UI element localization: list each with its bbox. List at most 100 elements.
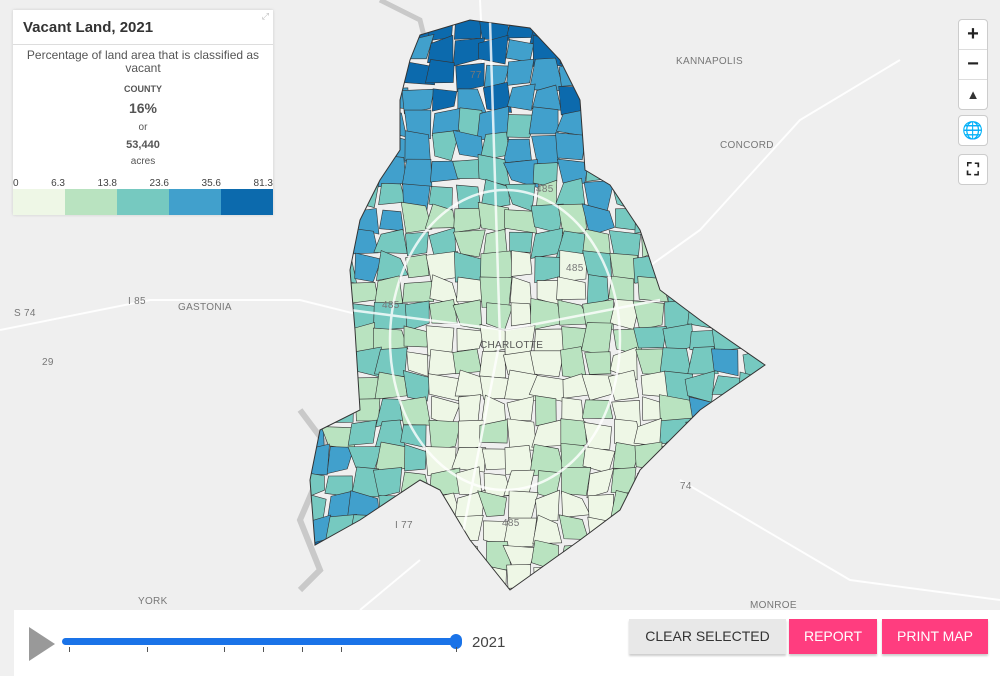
census-tract[interactable] xyxy=(350,160,381,186)
census-tract[interactable] xyxy=(585,40,616,69)
north-arrow-icon[interactable]: ▲ xyxy=(966,87,980,102)
census-tract[interactable] xyxy=(691,11,721,44)
census-tract[interactable] xyxy=(558,57,592,87)
census-tract[interactable] xyxy=(743,418,765,449)
census-tract[interactable] xyxy=(770,254,796,283)
census-tract[interactable] xyxy=(744,34,769,65)
census-tract[interactable] xyxy=(639,154,664,184)
census-tract[interactable] xyxy=(428,541,458,568)
census-tract[interactable] xyxy=(611,544,638,569)
census-tract[interactable] xyxy=(404,300,430,332)
census-tract[interactable] xyxy=(505,592,538,610)
census-tract[interactable] xyxy=(768,466,796,500)
census-tract[interactable] xyxy=(299,354,324,379)
census-tract[interactable] xyxy=(641,518,666,543)
census-tract[interactable] xyxy=(742,470,770,497)
census-tract[interactable] xyxy=(381,64,402,93)
census-tract[interactable] xyxy=(637,276,669,303)
census-tract[interactable] xyxy=(582,299,614,330)
census-tract[interactable] xyxy=(659,441,696,471)
census-tract[interactable] xyxy=(502,517,538,548)
census-tract[interactable] xyxy=(430,160,460,183)
census-tract[interactable] xyxy=(349,565,383,595)
census-tract[interactable] xyxy=(506,83,536,111)
census-tract[interactable] xyxy=(372,467,403,498)
census-tract[interactable] xyxy=(372,537,406,566)
census-tract[interactable] xyxy=(769,13,799,44)
census-tract[interactable] xyxy=(450,515,484,542)
census-tract[interactable] xyxy=(432,88,458,112)
census-tract[interactable] xyxy=(634,563,661,593)
census-tract[interactable] xyxy=(610,490,641,520)
census-tract[interactable] xyxy=(689,158,719,189)
expand-icon[interactable]: ⤢ xyxy=(261,11,269,21)
census-tract[interactable] xyxy=(584,351,612,375)
census-tract[interactable] xyxy=(737,298,769,329)
census-tract[interactable] xyxy=(639,106,669,138)
census-tract[interactable] xyxy=(691,230,719,257)
census-tract[interactable] xyxy=(453,592,487,610)
census-tract[interactable] xyxy=(556,158,589,184)
census-tract[interactable] xyxy=(350,539,380,570)
census-tract[interactable] xyxy=(685,82,719,114)
census-tract[interactable] xyxy=(510,250,533,277)
census-tract[interactable] xyxy=(740,112,771,141)
census-tract[interactable] xyxy=(634,64,663,91)
census-tract[interactable] xyxy=(763,36,796,66)
census-tract[interactable] xyxy=(608,82,636,114)
census-tract[interactable] xyxy=(583,421,612,451)
census-tract[interactable] xyxy=(737,274,770,303)
census-tract[interactable] xyxy=(297,38,327,67)
census-tract[interactable] xyxy=(737,538,773,570)
census-tract[interactable] xyxy=(554,178,586,209)
census-tract[interactable] xyxy=(328,135,356,162)
census-tract[interactable] xyxy=(586,468,614,499)
census-tract[interactable] xyxy=(560,11,586,44)
census-tract[interactable] xyxy=(640,370,669,398)
census-tract[interactable] xyxy=(714,155,746,182)
census-tract[interactable] xyxy=(379,209,404,232)
play-button[interactable] xyxy=(29,627,55,661)
census-tract[interactable] xyxy=(352,591,380,610)
census-tract[interactable] xyxy=(737,255,772,282)
census-tract[interactable] xyxy=(745,326,772,353)
zoom-out-button[interactable]: − xyxy=(959,50,987,80)
census-tract[interactable] xyxy=(633,129,668,161)
census-tract[interactable] xyxy=(326,181,357,211)
census-tract[interactable] xyxy=(304,326,329,354)
census-tract[interactable] xyxy=(533,567,561,591)
census-tract[interactable] xyxy=(690,253,721,281)
census-tract[interactable] xyxy=(685,275,715,305)
census-tract[interactable] xyxy=(506,563,531,589)
census-tract[interactable] xyxy=(532,514,563,545)
census-tract[interactable] xyxy=(299,470,325,500)
census-tract[interactable] xyxy=(299,257,332,281)
slider-handle[interactable] xyxy=(450,634,462,649)
census-tract[interactable] xyxy=(296,370,329,401)
census-tract[interactable] xyxy=(400,471,431,496)
census-tract[interactable] xyxy=(662,562,691,595)
census-tract[interactable] xyxy=(637,10,669,37)
census-tract[interactable] xyxy=(477,490,507,517)
census-tract[interactable] xyxy=(453,207,485,233)
census-tract[interactable] xyxy=(555,592,591,610)
census-tract[interactable] xyxy=(404,130,431,161)
census-tract[interactable] xyxy=(346,35,381,65)
census-tract[interactable] xyxy=(740,12,769,42)
census-tract[interactable] xyxy=(609,567,639,596)
census-tract[interactable] xyxy=(322,281,351,306)
census-tract[interactable] xyxy=(509,231,533,253)
census-tract[interactable] xyxy=(354,252,382,283)
census-tract[interactable] xyxy=(559,544,588,567)
census-tract[interactable] xyxy=(586,274,609,307)
census-tract[interactable] xyxy=(608,591,638,610)
census-tract[interactable] xyxy=(717,587,746,610)
choropleth-map[interactable] xyxy=(0,0,1000,611)
census-tract[interactable] xyxy=(450,539,480,569)
census-tract[interactable] xyxy=(301,180,332,211)
census-tract[interactable] xyxy=(691,132,719,162)
census-tract[interactable] xyxy=(559,250,588,283)
census-tract[interactable] xyxy=(321,86,351,110)
census-tract[interactable] xyxy=(504,209,537,234)
census-tract[interactable] xyxy=(425,250,459,282)
